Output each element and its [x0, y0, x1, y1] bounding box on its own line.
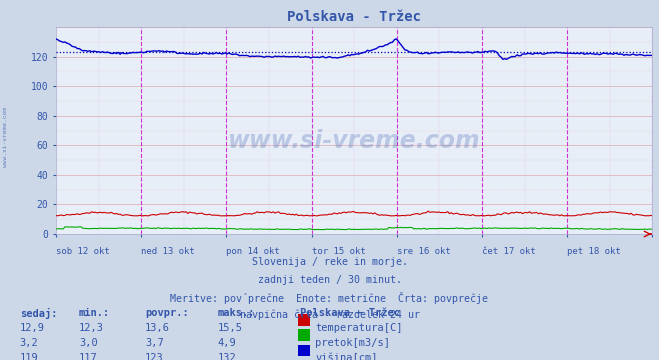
Text: pet 18 okt: pet 18 okt — [567, 247, 621, 256]
Text: 3,0: 3,0 — [79, 338, 98, 348]
Text: navpična črta - razdelek 24 ur: navpična črta - razdelek 24 ur — [239, 309, 420, 320]
Text: višina[cm]: višina[cm] — [315, 353, 378, 360]
Text: www.si-vreme.com: www.si-vreme.com — [228, 129, 480, 153]
Text: sedaj:: sedaj: — [20, 308, 57, 319]
Text: 117: 117 — [79, 353, 98, 360]
Text: povpr.:: povpr.: — [145, 308, 188, 318]
Text: ned 13 okt: ned 13 okt — [141, 247, 195, 256]
Text: čet 17 okt: čet 17 okt — [482, 247, 536, 256]
Text: temperatura[C]: temperatura[C] — [315, 323, 403, 333]
Text: maks.:: maks.: — [217, 308, 255, 318]
Title: Polskava - Tržec: Polskava - Tržec — [287, 10, 421, 24]
Text: 12,9: 12,9 — [20, 323, 45, 333]
Text: 13,6: 13,6 — [145, 323, 170, 333]
Text: min.:: min.: — [79, 308, 110, 318]
Text: 12,3: 12,3 — [79, 323, 104, 333]
Text: 3,2: 3,2 — [20, 338, 38, 348]
Text: 15,5: 15,5 — [217, 323, 243, 333]
Text: 119: 119 — [20, 353, 38, 360]
Text: tor 15 okt: tor 15 okt — [312, 247, 365, 256]
Text: Slovenija / reke in morje.: Slovenija / reke in morje. — [252, 257, 407, 267]
Text: www.si-vreme.com: www.si-vreme.com — [3, 107, 8, 167]
Text: zadnji teden / 30 minut.: zadnji teden / 30 minut. — [258, 275, 401, 285]
Text: 123: 123 — [145, 353, 163, 360]
Text: Meritve: pov́prečne  Enote: metrične  Črta: povprečje: Meritve: pov́prečne Enote: metrične Črta… — [171, 292, 488, 304]
Text: 132: 132 — [217, 353, 236, 360]
Text: sre 16 okt: sre 16 okt — [397, 247, 451, 256]
Text: pon 14 okt: pon 14 okt — [227, 247, 280, 256]
Text: pretok[m3/s]: pretok[m3/s] — [315, 338, 390, 348]
Text: 3,7: 3,7 — [145, 338, 163, 348]
Text: 4,9: 4,9 — [217, 338, 236, 348]
Text: sob 12 okt: sob 12 okt — [56, 247, 110, 256]
Text: Polskava – Tržec: Polskava – Tržec — [300, 308, 400, 318]
